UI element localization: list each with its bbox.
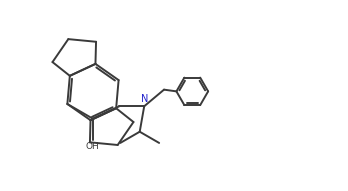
Text: N: N [141,94,148,104]
Text: OH: OH [86,142,100,151]
